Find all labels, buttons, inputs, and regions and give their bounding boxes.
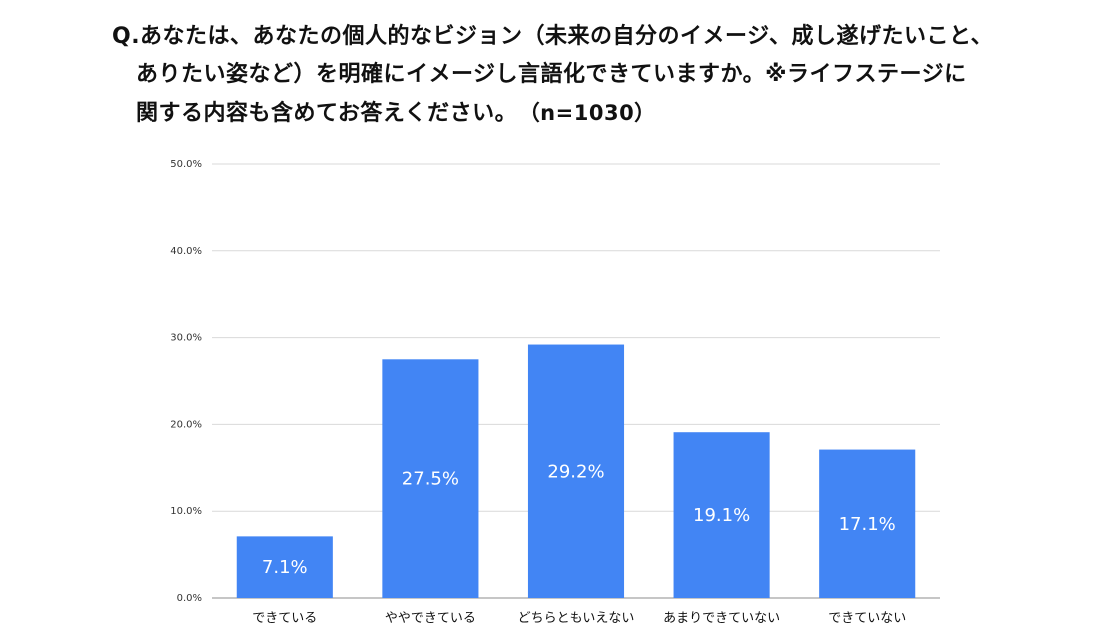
x-category-label: どちらともいえない <box>518 611 635 626</box>
y-tick-label: 10.0% <box>170 506 202 517</box>
x-axis-category-labels: できている ややできている どちらともいえない あまりできていない できていない <box>252 611 906 626</box>
y-tick-label: 20.0% <box>170 419 202 430</box>
bar-value-label: 29.2% <box>547 461 604 482</box>
bar <box>527 344 625 598</box>
x-category-label: できていない <box>828 611 906 626</box>
bar <box>819 449 916 598</box>
bar <box>673 432 770 598</box>
question-line-2: ありたい姿など）を明確にイメージし言語化できていますか。※ライフステージに <box>136 62 967 87</box>
bar <box>382 359 479 598</box>
bar <box>236 536 333 598</box>
bar-value-label: 7.1% <box>262 557 308 578</box>
bars <box>236 344 916 598</box>
y-tick-label: 30.0% <box>170 333 202 344</box>
sample-size: （n=1030） <box>529 101 656 125</box>
question-title: Q.あなたは、あなたの個人的なビジョン（未来の自分のイメージ、成し遂げたいこと、… <box>112 18 1092 133</box>
y-tick-label: 40.0% <box>170 246 202 257</box>
y-tick-label: 50.0% <box>170 159 202 170</box>
x-category-label: できている <box>252 611 317 626</box>
bar-value-label: 19.1% <box>693 505 750 526</box>
question-line-3-text: 関する内容も含めてお答えください。 <box>136 101 518 126</box>
y-tick-label: 0.0% <box>177 593 202 604</box>
x-category-label: ややできている <box>385 611 476 626</box>
y-axis-tick-labels: 0.0% 10.0% 20.0% 30.0% 40.0% 50.0% <box>170 159 202 604</box>
question-line-3: 関する内容も含めてお答えください。 （n=1030） <box>112 94 1092 133</box>
x-category-label: あまりできていない <box>663 611 780 626</box>
question-line-1: Q.あなたは、あなたの個人的なビジョン（未来の自分のイメージ、成し遂げたいこと、 <box>112 24 994 49</box>
bar-value-label: 27.5% <box>402 469 459 490</box>
data-labels: 7.1% 27.5% 29.2% 19.1% 17.1% <box>262 461 896 578</box>
bar-value-label: 17.1% <box>839 514 896 535</box>
